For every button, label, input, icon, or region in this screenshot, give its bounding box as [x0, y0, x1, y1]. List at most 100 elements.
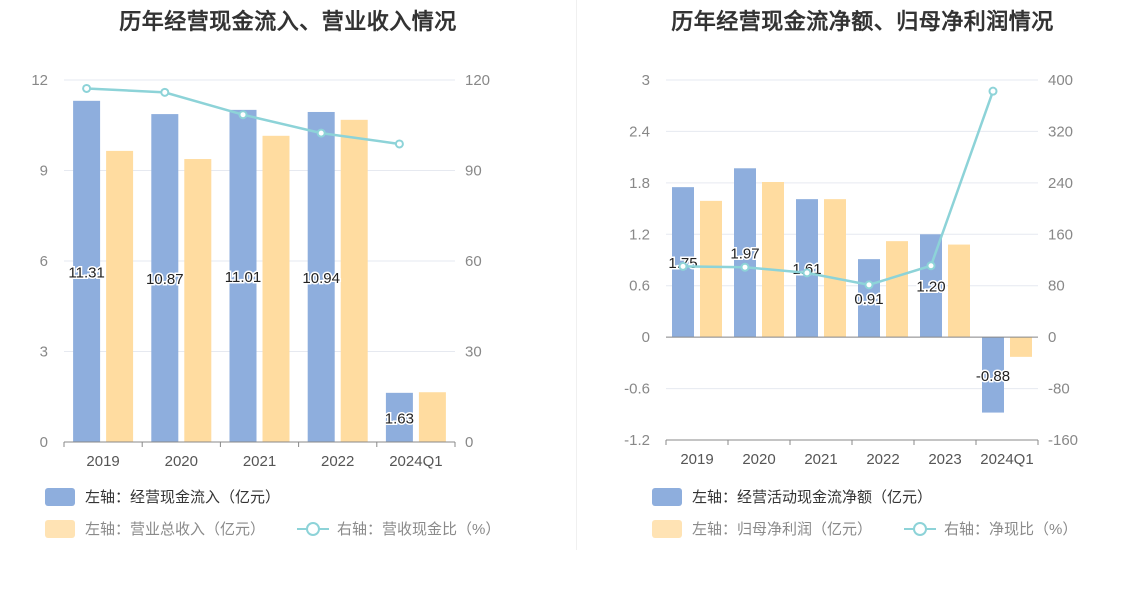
- bar-data-label: 10.94: [302, 270, 340, 287]
- x-axis-tick-label: 2020: [742, 451, 775, 468]
- bar-3: [307, 111, 335, 442]
- bar-data-label: 10.87: [146, 271, 184, 288]
- right-axis-tick-label: -80: [1048, 381, 1070, 398]
- bar-2: [796, 199, 818, 338]
- chart-title: 历年经营现金流入、营业收入情况: [119, 9, 457, 34]
- bar-5: [982, 337, 1004, 413]
- x-axis-tick-label: 2019: [680, 451, 713, 468]
- line-point: [926, 261, 936, 271]
- legend-label: 右轴：净现比（%）: [944, 521, 1078, 538]
- legend-label: 左轴：归母净利润（亿元）: [692, 521, 873, 538]
- bar-secondary-4: [418, 392, 446, 442]
- right-axis-tick-label: 60: [465, 253, 482, 270]
- right-axis-tick-label: 80: [1048, 278, 1065, 295]
- legend-swatch: [652, 519, 682, 538]
- line-point: [678, 261, 688, 271]
- bar-secondary-0: [106, 150, 134, 442]
- bar-data-label: 0.91: [854, 291, 883, 308]
- bar-secondary-2: [824, 199, 846, 338]
- bar-4: [385, 392, 413, 442]
- bar-4: [920, 234, 942, 338]
- left-axis-tick-label: 6: [40, 253, 48, 270]
- bar-1: [151, 114, 179, 443]
- line-point: [238, 110, 248, 120]
- line-point: [740, 262, 750, 272]
- bar-secondary-4: [948, 244, 970, 338]
- bar-data-label: 11.01: [225, 269, 261, 286]
- bar-data-label: 1.20: [916, 279, 945, 296]
- left-axis-tick-label: 1.8: [629, 175, 650, 192]
- left-axis-tick-label: 1.2: [629, 226, 650, 243]
- chart-plot-area: 0 0 3 30 6 60 9 90 12 120 2019 11.31 2020 10.87 2021 11…: [31, 72, 490, 470]
- x-axis-tick-label: 2021: [243, 453, 276, 470]
- left-axis-tick-label: 9: [40, 163, 48, 180]
- bar-data-label: 1.63: [385, 410, 414, 427]
- net-cashflow-profit-chart: 历年经营现金流净额、归母净利润情况 -1.2 -160 -0.6 -80 0 0 0.6 80…: [577, 0, 1148, 589]
- right-axis-tick-label: 400: [1048, 72, 1073, 89]
- right-axis-tick-label: 240: [1048, 175, 1073, 192]
- x-axis-tick-label: 2020: [165, 453, 198, 470]
- x-axis-tick-label: 2021: [804, 451, 837, 468]
- left-axis-tick-label: 3: [642, 72, 650, 89]
- left-axis-tick-label: 0.6: [629, 278, 650, 295]
- bar-data-label: 1.97: [730, 246, 759, 263]
- left-axis-tick-label: 2.4: [629, 123, 650, 140]
- bar-secondary-3: [340, 119, 368, 442]
- left-axis-tick-label: 0: [40, 434, 48, 451]
- x-axis-tick-label: 2019: [86, 453, 119, 470]
- left-axis-tick-label: 12: [31, 72, 48, 89]
- right-axis-tick-label: 0: [1048, 329, 1056, 346]
- bar-0: [73, 100, 101, 442]
- legend-item-net-cashflow[interactable]: 左轴：经营活动现金流净额（亿元）: [652, 486, 932, 507]
- legend-swatch: [45, 487, 75, 506]
- legend-item-cash-ratio[interactable]: 右轴：营收现金比（%）: [297, 518, 500, 539]
- left-axis-tick-label: -1.2: [624, 432, 650, 449]
- line-point: [864, 280, 874, 290]
- legend-item-net-profit[interactable]: 左轴：归母净利润（亿元）: [652, 518, 872, 539]
- legend-label: 左轴：经营活动现金流净额（亿元）: [692, 489, 933, 506]
- bar-secondary-3: [886, 241, 908, 338]
- line-point: [160, 87, 170, 97]
- legend-label: 左轴：营业总收入（亿元）: [85, 521, 266, 538]
- bar-data-label: -0.88: [976, 368, 1010, 385]
- right-axis-tick-label: 320: [1048, 123, 1073, 140]
- legend-item-net-cash-ratio[interactable]: 右轴：净现比（%）: [904, 518, 1077, 539]
- bar-3: [858, 259, 880, 338]
- legend-swatch: [652, 487, 682, 506]
- legend-line-swatch: [904, 520, 936, 538]
- bar-secondary-0: [700, 200, 722, 338]
- x-axis-tick-label: 2022: [866, 451, 899, 468]
- line-point: [316, 128, 326, 138]
- bar-2: [229, 109, 257, 443]
- right-axis-tick-label: 0: [465, 434, 473, 451]
- x-axis-tick-label: 2024Q1: [980, 451, 1033, 468]
- x-axis-tick-label: 2023: [928, 451, 961, 468]
- line-series: [682, 90, 995, 287]
- right-axis-tick-label: 160: [1048, 226, 1073, 243]
- legend-swatch: [45, 519, 75, 538]
- bar-data-label: 11.31: [68, 264, 104, 281]
- bar-1: [734, 168, 756, 338]
- bar-secondary-1: [184, 159, 212, 442]
- line-point: [988, 86, 998, 96]
- line-point: [82, 83, 92, 93]
- legend-item-revenue[interactable]: 左轴：营业总收入（亿元）: [45, 518, 265, 539]
- line-point: [394, 139, 404, 149]
- left-axis-tick-label: -0.6: [624, 381, 650, 398]
- legend-line-swatch: [297, 520, 329, 538]
- legend-item-cash-inflow[interactable]: 左轴：经营现金流入（亿元）: [45, 486, 280, 507]
- left-axis-tick-label: 3: [40, 344, 48, 361]
- legend-label: 右轴：营收现金比（%）: [337, 521, 501, 538]
- legend-label: 左轴：经营现金流入（亿元）: [85, 489, 281, 506]
- panel-divider: [576, 0, 577, 550]
- chart-title: 历年经营现金流净额、归母净利润情况: [671, 9, 1054, 34]
- cash-inflow-revenue-chart: 历年经营现金流入、营业收入情况 0 0 3 30 6 60 9 90 12 120 2019 11.3…: [31, 9, 500, 539]
- bar-secondary-1: [762, 182, 784, 338]
- left-axis-tick-label: 0: [642, 329, 650, 346]
- right-axis-tick-label: -160: [1048, 432, 1078, 449]
- line-point: [802, 268, 812, 278]
- right-axis-tick-label: 90: [465, 163, 482, 180]
- x-axis-tick-label: 2024Q1: [389, 453, 442, 470]
- bar-secondary-5: [1010, 337, 1032, 357]
